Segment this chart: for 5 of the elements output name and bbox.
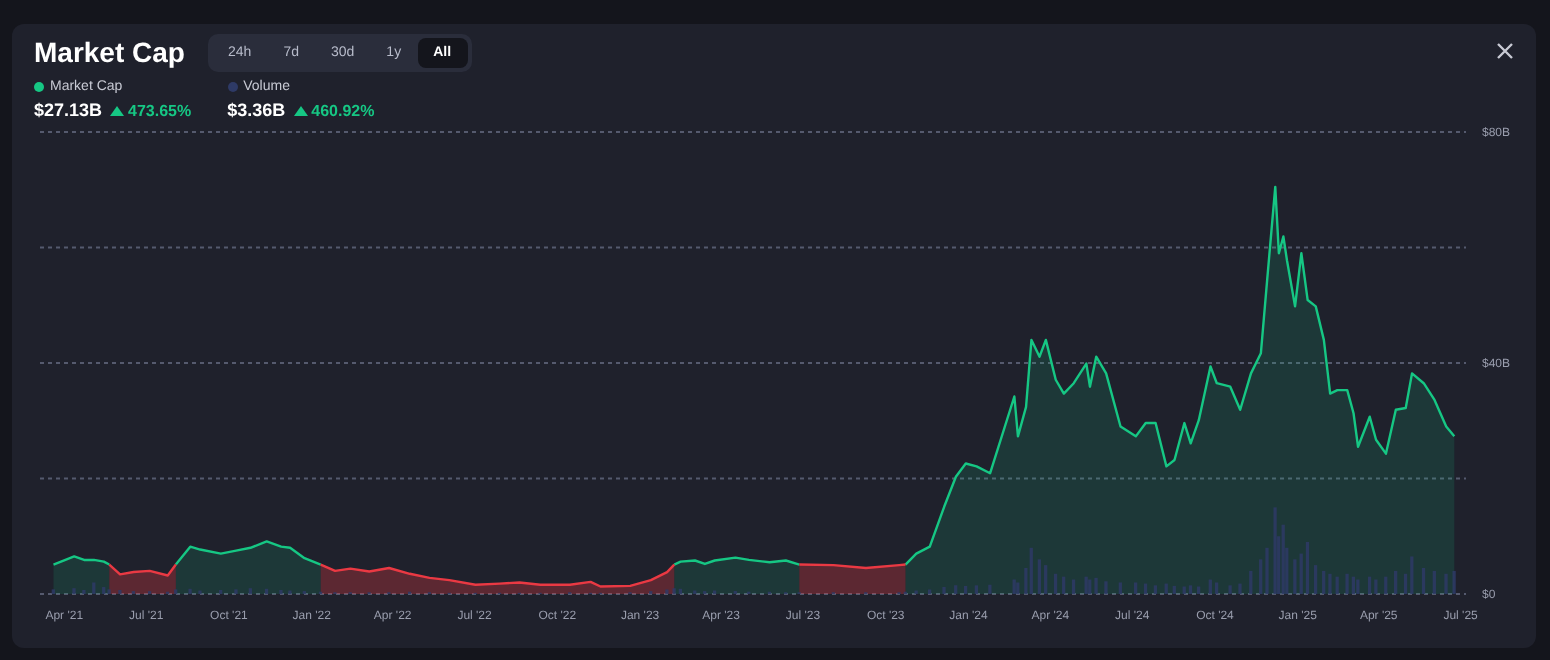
text: $3.36B (227, 100, 286, 120)
text: 460.92% (311, 101, 375, 119)
chart-title: Market Cap (34, 36, 185, 68)
text: $27.13B (34, 100, 103, 120)
text: 473.65% (128, 101, 192, 119)
